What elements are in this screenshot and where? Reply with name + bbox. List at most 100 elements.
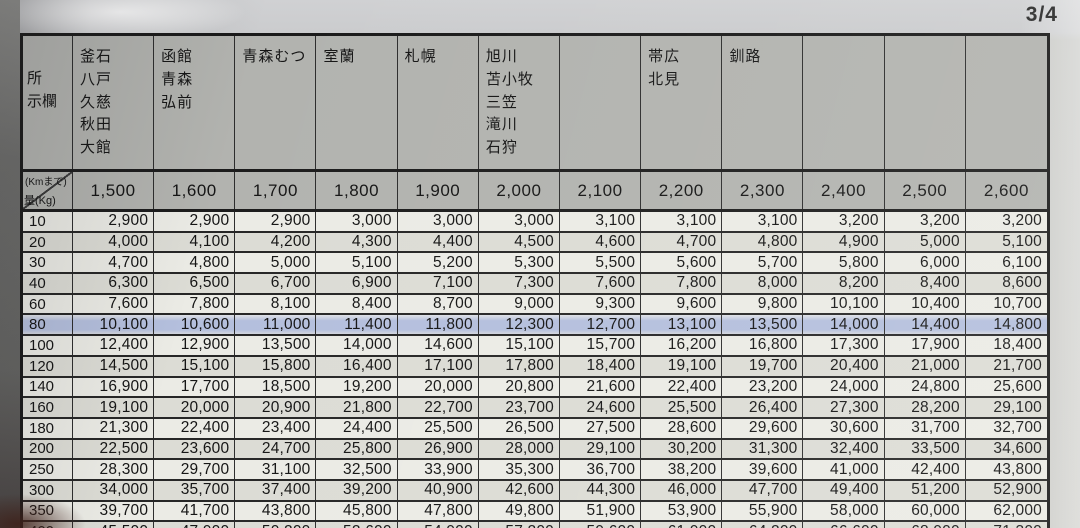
- rate-cell: 4,700: [641, 232, 723, 252]
- rate-cell: 3,100: [641, 212, 723, 231]
- rate-cell: 25,500: [641, 398, 723, 417]
- rate-cell: 16,800: [722, 336, 804, 355]
- rate-cell: 9,600: [641, 294, 723, 314]
- rate-cell: 4,000: [73, 232, 155, 252]
- city-header-cell: 釜石 八戸 久慈 秋田 大館: [73, 36, 155, 169]
- rate-cell: 9,000: [479, 294, 560, 314]
- rate-cell: 33,900: [398, 460, 479, 479]
- rate-cell: 21,600: [560, 377, 642, 397]
- rate-row: 20 4,000 4,100 4,200 4,300 4,400 4,500 4,600 4,7…: [23, 232, 1047, 254]
- rate-cell: 3,000: [316, 212, 398, 231]
- rate-cell: 17,900: [885, 336, 966, 355]
- rate-row: 180 21,300 22,400 23,400 24,400 25,500 26,500 2…: [23, 418, 1047, 440]
- rate-cell: 15,100: [479, 336, 560, 355]
- rate-cell: 5,800: [803, 253, 885, 273]
- destination-header-row: 所 示欄 釜石 八戸 久慈 秋田 大館 函館 青森 弘前 青森むつ 室蘭 札幌 旭川 苫小…: [23, 36, 1047, 172]
- distance-cell: 1,700: [235, 172, 317, 209]
- rate-cell: 24,800: [885, 377, 966, 397]
- rate-row: 40045,50047,90050,20052,60054,90057,2005…: [23, 522, 1047, 528]
- weight-label: 20: [23, 232, 73, 252]
- rate-row: 80 10,100 10,600 11,000 11,400 11,800 12,300 12…: [23, 315, 1047, 337]
- rate-cell: 38,200: [641, 460, 723, 479]
- rate-cell: 24,600: [560, 398, 642, 417]
- rate-cell: 10,100: [803, 294, 885, 314]
- distance-cell: 2,600: [983, 180, 1029, 200]
- rate-cell: 14,600: [398, 336, 479, 355]
- rate-cell: 5,600: [641, 253, 723, 273]
- rate-cell: 18,500: [235, 377, 317, 397]
- freight-rate-table: 所 示欄 釜石 八戸 久慈 秋田 大館 函館 青森 弘前 青森むつ 室蘭 札幌 旭川 苫小…: [20, 33, 1050, 528]
- rate-cell: 12,900: [154, 336, 236, 355]
- rate-cell: 16,900: [73, 377, 155, 397]
- rate-cell: 28,300: [73, 460, 155, 479]
- city-header-cell: 室蘭: [316, 36, 398, 169]
- rate-cell: 10,100: [73, 315, 155, 335]
- rate-cell: 17,300: [803, 336, 885, 355]
- rate-cell: 6,100: [1002, 253, 1042, 271]
- rate-cell: 5,100: [1002, 233, 1042, 251]
- rate-cell: 5,000: [235, 253, 317, 273]
- rate-cell: 42,600: [479, 480, 560, 500]
- rate-cell: 9,800: [722, 294, 804, 314]
- rate-row: 120 14,500 15,100 15,800 16,400 17,100 17,800 1…: [23, 356, 1047, 378]
- rate-cell: 20,000: [398, 377, 479, 397]
- city-header-cell: [803, 36, 885, 169]
- distance-unit-label: (Kmまで): [25, 177, 67, 188]
- rate-cell: 28,000: [479, 439, 560, 459]
- rate-rows: 10 2,900 2,900 2,900 3,000 3,000 3,000 3,100 3,1…: [23, 212, 1047, 528]
- rate-cell: 8,600: [1002, 274, 1042, 292]
- rate-cell: 6,900: [316, 274, 398, 293]
- rate-cell: 17,100: [398, 356, 479, 376]
- rate-cell: 33,500: [885, 439, 966, 459]
- rate-cell: 51,200: [885, 480, 966, 500]
- rate-cell: 7,800: [641, 274, 723, 293]
- weight-label: 40: [23, 274, 73, 293]
- rate-cell: 15,100: [154, 356, 236, 376]
- rate-cell: 60,000: [885, 501, 966, 521]
- rate-cell: 58,000: [803, 501, 885, 521]
- rate-cell: 53,900: [641, 501, 723, 521]
- rate-cell: 22,400: [154, 418, 236, 438]
- distance-cell: 2,000: [479, 172, 560, 209]
- weight-label: 30: [23, 253, 73, 273]
- rate-cell: 21,300: [73, 418, 155, 438]
- rate-cell: 47,900: [154, 522, 236, 528]
- rate-row: 350 39,700 41,700 43,800 45,800 47,800 49,800 5…: [23, 501, 1047, 523]
- rate-cell: 28,200: [885, 398, 966, 417]
- weight-label: 100: [23, 336, 73, 355]
- rate-cell: 4,800: [154, 253, 236, 273]
- rate-cell: 24,700: [235, 439, 317, 459]
- rate-cell: 22,700: [398, 398, 479, 417]
- rate-cell: 7,300: [479, 274, 560, 293]
- rate-cell: 71,300: [966, 522, 1047, 528]
- rate-cell: 4,900: [803, 232, 885, 252]
- weight-label: 160: [23, 398, 73, 417]
- rate-cell: 6,000: [885, 253, 966, 273]
- rate-cell: 32,700: [993, 419, 1042, 437]
- rate-cell: 21,700: [993, 357, 1042, 375]
- rate-cell: 57,200: [479, 522, 560, 528]
- rate-cell: 25,600: [993, 377, 1042, 395]
- rate-cell: 31,100: [235, 460, 317, 479]
- rate-cell: 52,900: [993, 481, 1042, 499]
- rate-cell: 3,000: [398, 212, 479, 231]
- rate-cell: 12,300: [479, 315, 560, 335]
- rate-cell: 15,700: [560, 336, 642, 355]
- rate-row: 30 4,700 4,800 5,000 5,100 5,200 5,300 5,500 5,6…: [23, 253, 1047, 275]
- rate-row: 200 22,500 23,600 24,700 25,800 26,900 28,000 2…: [23, 439, 1047, 461]
- rate-cell: 20,400: [803, 356, 885, 376]
- rate-cell: 37,400: [235, 480, 317, 500]
- rate-cell: 4,800: [722, 232, 804, 252]
- rate-cell: 9,300: [560, 294, 642, 314]
- rate-cell: 61,900: [641, 522, 723, 528]
- rate-cell: 3,200: [803, 212, 885, 231]
- rate-cell: 20,000: [154, 398, 236, 417]
- rate-cell: 62,000: [993, 501, 1042, 519]
- corner-diagonal-cell: (Kmまで) 量(Kg): [23, 172, 73, 209]
- distance-cell: 2,500: [885, 172, 966, 209]
- rate-cell: 44,300: [560, 480, 642, 500]
- rate-cell: 14,800: [993, 315, 1042, 333]
- distance-cell: 1,500: [73, 172, 155, 209]
- rate-cell: 39,200: [316, 480, 398, 500]
- rate-cell: 66,600: [803, 522, 885, 528]
